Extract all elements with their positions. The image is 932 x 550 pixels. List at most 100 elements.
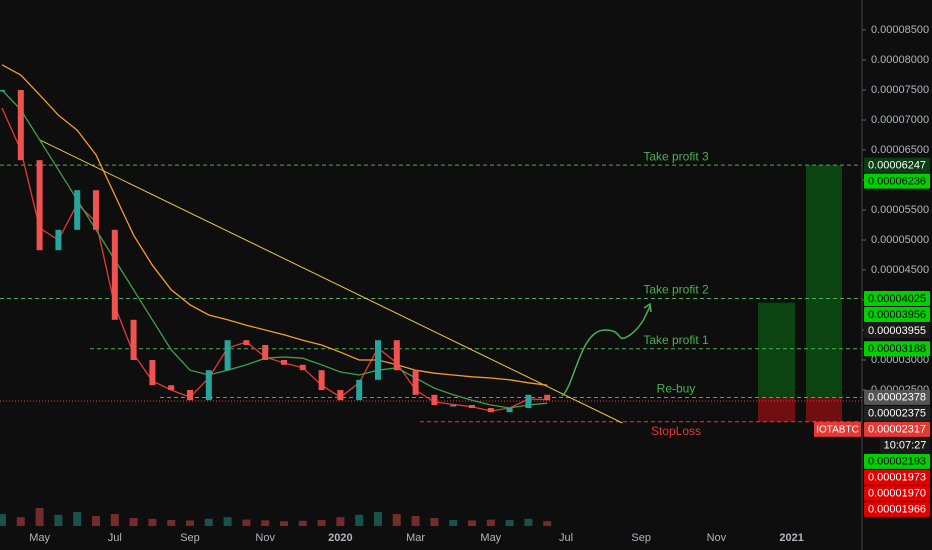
volume-bar [223,517,232,526]
candle [469,405,475,408]
profit-zone [758,302,795,398]
countdown-box [880,437,930,453]
price-label: 0.00003188 [868,343,926,355]
candle [337,390,344,401]
y-tick-label: 0.00007500 [871,84,929,96]
moving-average [1,89,548,409]
candle [130,319,137,360]
price-label: 0.00006236 [868,176,926,188]
candle [356,379,363,401]
candle [299,364,306,371]
symbol-label: IOTABTC [816,424,859,435]
volume-bar [242,519,251,526]
price-label: 0.00002193 [868,456,926,468]
volume-bar [355,514,364,526]
candle [393,340,400,371]
candle [525,394,532,408]
x-tick-label: May [480,532,501,544]
candle [36,160,43,251]
level-annotation: Take profit 1 [643,333,709,347]
volume-bar [298,520,307,526]
volume-bar [486,519,495,526]
y-tick-label: 0.00005500 [871,204,929,216]
volume-bar [204,518,213,526]
moving-average [1,64,548,386]
x-tick-label: Sep [180,532,200,544]
countdown-label: 10:07:27 [884,440,927,452]
volume-bar [148,518,157,526]
candle [412,370,419,395]
price-label-box [864,421,930,437]
price-label: 0.00003955 [868,325,926,337]
candle [431,394,438,405]
price-label-box [864,173,930,189]
price-label-box [864,323,930,338]
volume-bar [186,520,194,526]
x-tick-label: Nov [255,532,275,544]
volume-bar [129,518,138,526]
price-label: 0.00001973 [868,472,926,484]
candle [375,340,381,380]
projection-arrow [561,305,651,397]
candle [544,394,551,401]
volume-bar [54,514,63,526]
price-label-box [864,157,930,173]
price-label: 0.00002378 [868,392,926,404]
candle [55,229,62,251]
volume-bar [16,517,25,526]
volume-bar [167,520,176,526]
volume-bar [468,520,476,526]
x-tick-label: Jul [559,532,573,544]
y-tick-label: 0.00008000 [871,54,929,66]
y-tick-label: 0.00003000 [871,354,929,366]
volume-bar [280,521,288,526]
volume-bar [505,520,514,526]
x-tick-label: Nov [707,532,727,544]
trendline [39,139,623,424]
volume-bar [261,520,270,526]
candle [506,408,513,413]
x-tick-label: 2021 [779,532,803,544]
candle [262,345,269,360]
volume-bar [92,516,100,526]
volume-bar [392,514,401,526]
level-annotation: Re-buy [657,382,696,396]
volume-bar [524,518,533,526]
x-tick-label: Jul [108,532,122,544]
volume-bar [110,514,119,526]
candle [450,405,457,407]
candle [168,385,175,390]
volume-bar [317,520,326,526]
price-label: 0.00004025 [868,293,926,305]
symbol-box [814,421,861,437]
y-tick-label: 0.00008500 [871,24,929,36]
price-label: 0.00002375 [868,408,926,420]
candle [281,360,287,365]
price-label: 0.00006247 [868,160,926,172]
price-label: 0.00001966 [868,504,926,516]
volume-bar [543,521,552,526]
volume-bar [336,517,345,526]
volume-bar [411,516,420,526]
candle [149,360,156,386]
price-label-box [864,341,930,357]
level-annotation: StopLoss [651,424,701,438]
price-label: 0.00003956 [868,309,926,321]
level-annotation: Take profit 2 [643,283,709,297]
loss-zone [806,397,842,422]
y-tick-label: 0.00006500 [871,144,929,156]
price-label: 0.00001970 [868,488,926,500]
candle [93,190,99,230]
price-label-box [864,469,930,485]
moving-average [1,107,548,412]
candle [74,190,81,230]
candle [224,340,231,371]
x-tick-label: Mar [406,532,425,544]
volume-bar [449,520,458,526]
price-label-box [864,405,930,421]
volume-bar [374,512,382,526]
price-label-box [864,291,930,306]
candle [243,340,250,345]
